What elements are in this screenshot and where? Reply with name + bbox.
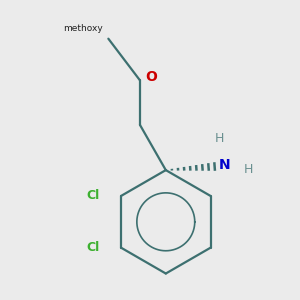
Text: N: N [219, 158, 231, 172]
Text: H: H [214, 132, 224, 145]
Text: Cl: Cl [86, 190, 100, 202]
Text: Cl: Cl [86, 241, 100, 254]
Text: methoxy: methoxy [63, 24, 103, 33]
Text: H: H [243, 163, 253, 176]
Text: O: O [145, 70, 157, 85]
